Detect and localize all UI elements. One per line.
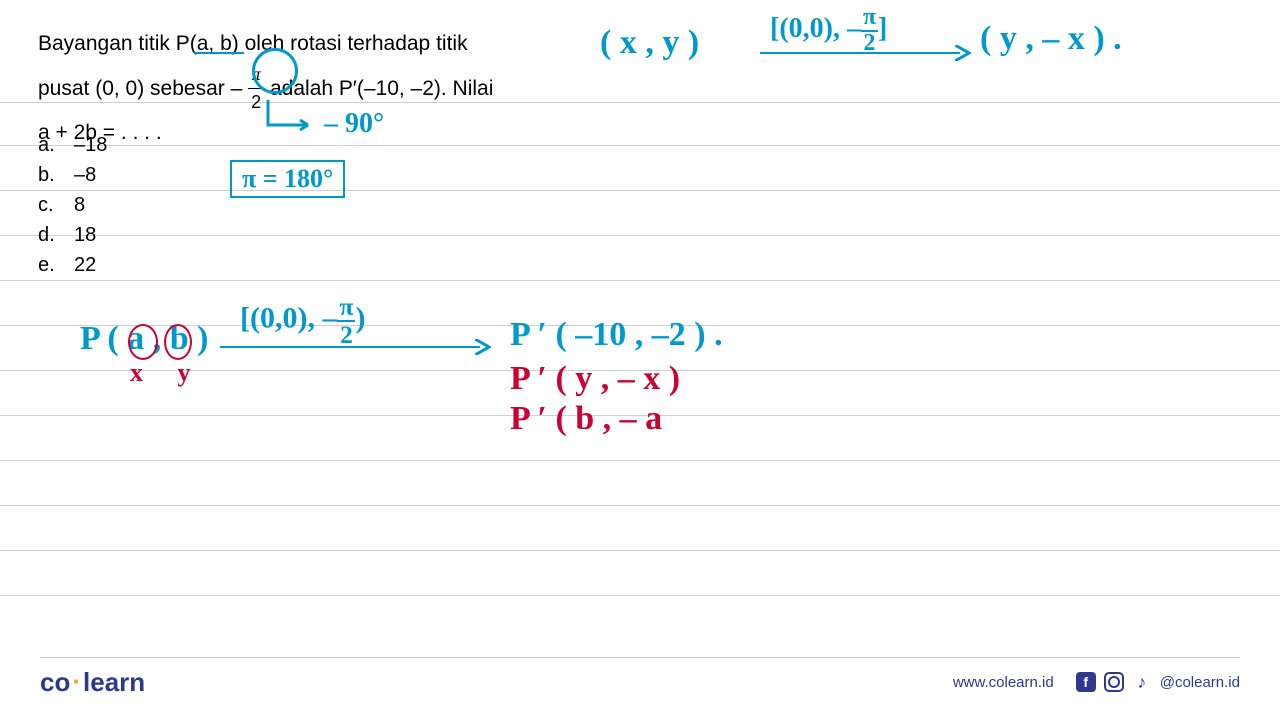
option-d: d.18 [38,220,107,250]
circle-b [164,324,192,360]
xy-source: ( x , y ) [600,24,699,62]
transform-label-mid: [(0,0), –π2) [240,294,365,347]
p-prime-y-mx: P ′ ( y , – x ) [510,360,680,398]
arrow-top [760,52,960,54]
facebook-icon: f [1076,672,1096,692]
answer-options: a.–18 b.–8 c.8 d.18 e.22 [38,130,107,280]
footer-divider [40,657,1240,658]
transform-label: [(0,0), –π2] [770,6,887,56]
option-a: a.–18 [38,130,107,160]
tiktok-icon: ♪ [1132,672,1152,692]
xy-under-ab: x y [130,358,205,388]
colearn-logo: co·learn [40,667,145,698]
footer-right: www.colearn.id f ♪ @colearn.id [953,672,1240,692]
option-e: e.22 [38,250,107,280]
angle-circle-annotation [252,48,298,94]
footer-url: www.colearn.id [953,674,1054,691]
question-line2-post: adalah P′(–10, –2). Nilai [270,76,493,99]
logo-learn: learn [83,667,145,697]
tlm-open: [(0,0), – [240,301,337,334]
tlm-close: ) [355,301,365,334]
arrow-mid [220,346,480,348]
footer: co·learn www.colearn.id f ♪ @colearn.id [0,662,1280,702]
tl-frac: π2 [861,6,878,56]
option-c: c.8 [38,190,107,220]
tl-close: ] [878,13,887,44]
underline-p-ab [194,52,244,54]
xy-result: ( y , – x ) . [980,20,1122,58]
pi-180-box: π = 180° [230,160,345,198]
arrow-mid-head [475,339,491,360]
logo-co: co [40,667,70,697]
logo-dot-icon: · [72,666,81,696]
question-line2-pre: pusat (0, 0) sebesar [38,76,231,99]
tl-open: [(0,0), – [770,13,861,44]
hook-arrow-icon [258,100,318,140]
question-line1: Bayangan titik P(a, b) oleh rotasi terha… [38,32,468,55]
social-icons: f ♪ @colearn.id [1076,672,1240,692]
circle-a [128,324,158,360]
neg-90-label: – 90° [324,108,384,140]
instagram-icon [1104,672,1124,692]
p-prime-target: P ′ ( –10 , –2 ) . [510,316,723,354]
footer-handle: @colearn.id [1160,674,1240,691]
neg-sign: – [231,77,243,100]
tlm-frac: π2 [337,294,355,347]
p-prime-b-ma: P ′ ( b , – a [510,400,662,438]
option-b: b.–8 [38,160,107,190]
arrow-top-head [955,45,971,66]
